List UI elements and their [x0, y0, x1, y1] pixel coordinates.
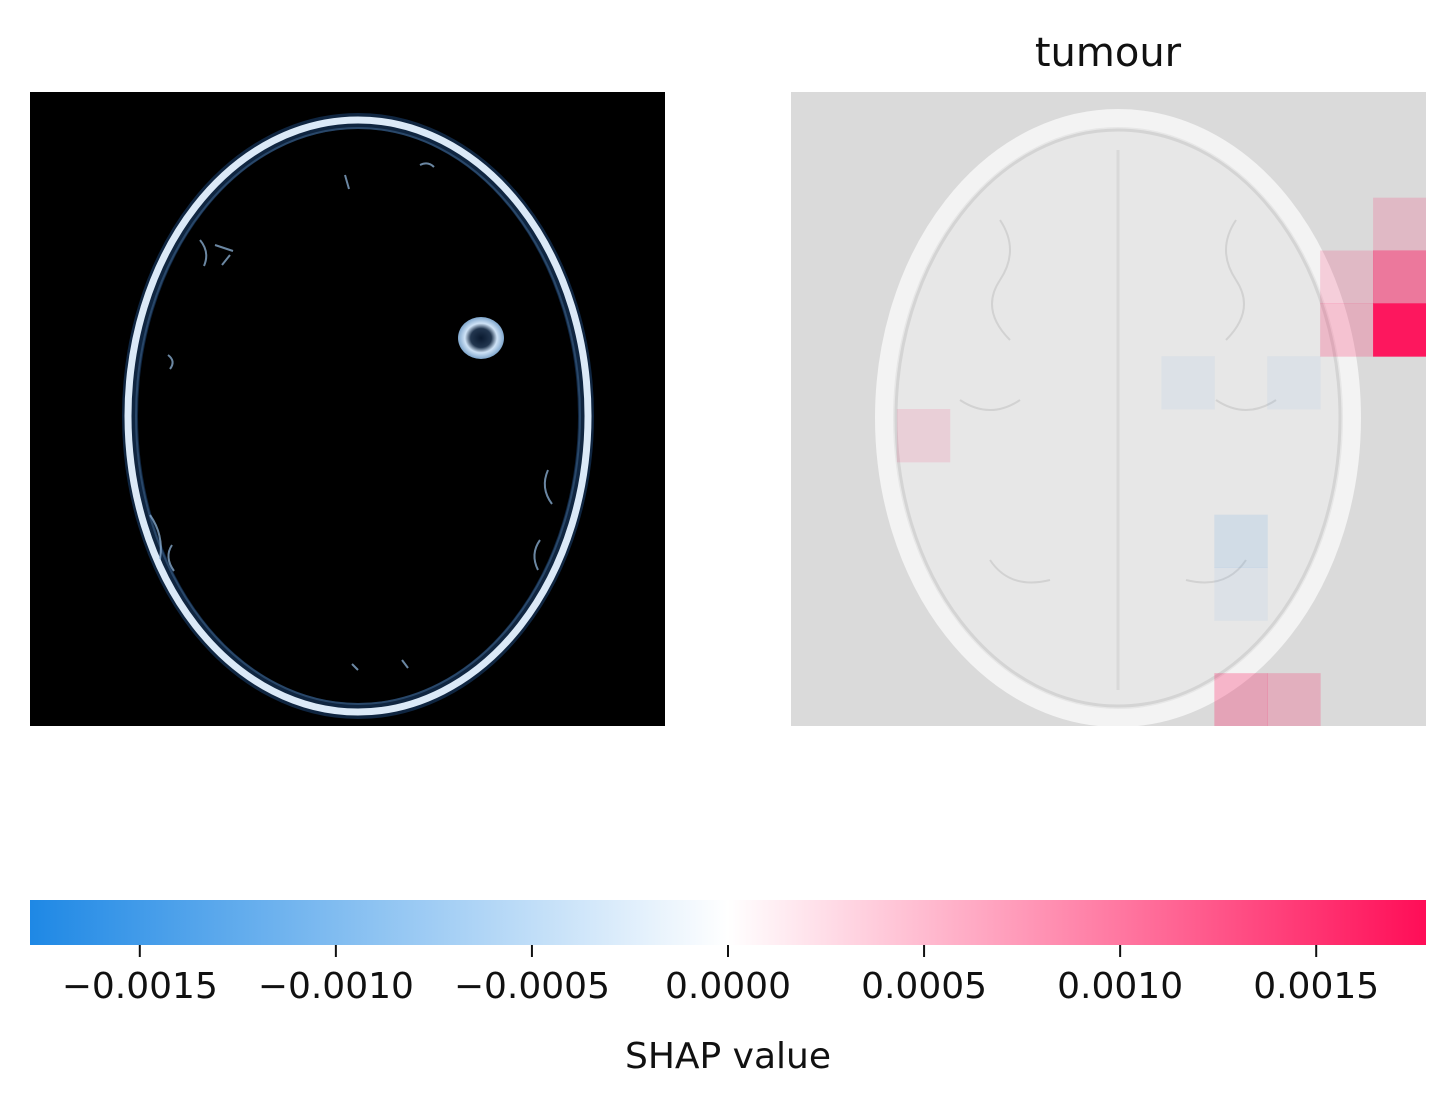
panel-title: tumour — [1035, 30, 1182, 76]
shap-cell — [1214, 673, 1268, 726]
colorbar-tick-label: −0.0005 — [454, 966, 610, 1007]
shap-cell — [1373, 197, 1426, 251]
colorbar: −0.0015 −0.0010 −0.0005 0.0000 0.0005 0.0010 0… — [30, 900, 1426, 1077]
faded-brain-image — [875, 109, 1361, 726]
shap-overlay-panel — [791, 92, 1426, 726]
shap-cell — [1267, 673, 1321, 726]
colorbar-tick-label: 0.0000 — [665, 966, 791, 1007]
colorbar-tick-label: 0.0005 — [861, 966, 987, 1007]
colorbar-gradient — [30, 900, 1426, 945]
colorbar-tick-label: −0.0015 — [62, 966, 218, 1007]
shap-cell — [1373, 303, 1426, 357]
shap-cell — [1320, 303, 1374, 357]
colorbar-ticks: −0.0015 −0.0010 −0.0005 0.0000 0.0005 0.0010 0… — [62, 945, 1379, 1007]
input-image-panel — [30, 92, 665, 726]
shap-cell — [1161, 356, 1215, 410]
shap-cell — [1214, 567, 1268, 621]
shap-cell — [1214, 514, 1268, 568]
colorbar-tick-label: 0.0015 — [1253, 966, 1379, 1007]
shap-cell — [896, 409, 951, 463]
colorbar-tick-label: 0.0010 — [1057, 966, 1183, 1007]
shap-cell — [1320, 250, 1374, 304]
lesion-spot — [458, 317, 504, 359]
shap-cell — [1373, 250, 1426, 304]
colorbar-label: SHAP value — [625, 1036, 831, 1077]
shap-cells — [896, 197, 1426, 726]
colorbar-tick-label: −0.0010 — [258, 966, 414, 1007]
shap-cell — [1267, 356, 1321, 410]
brain-mri-image — [122, 113, 594, 719]
